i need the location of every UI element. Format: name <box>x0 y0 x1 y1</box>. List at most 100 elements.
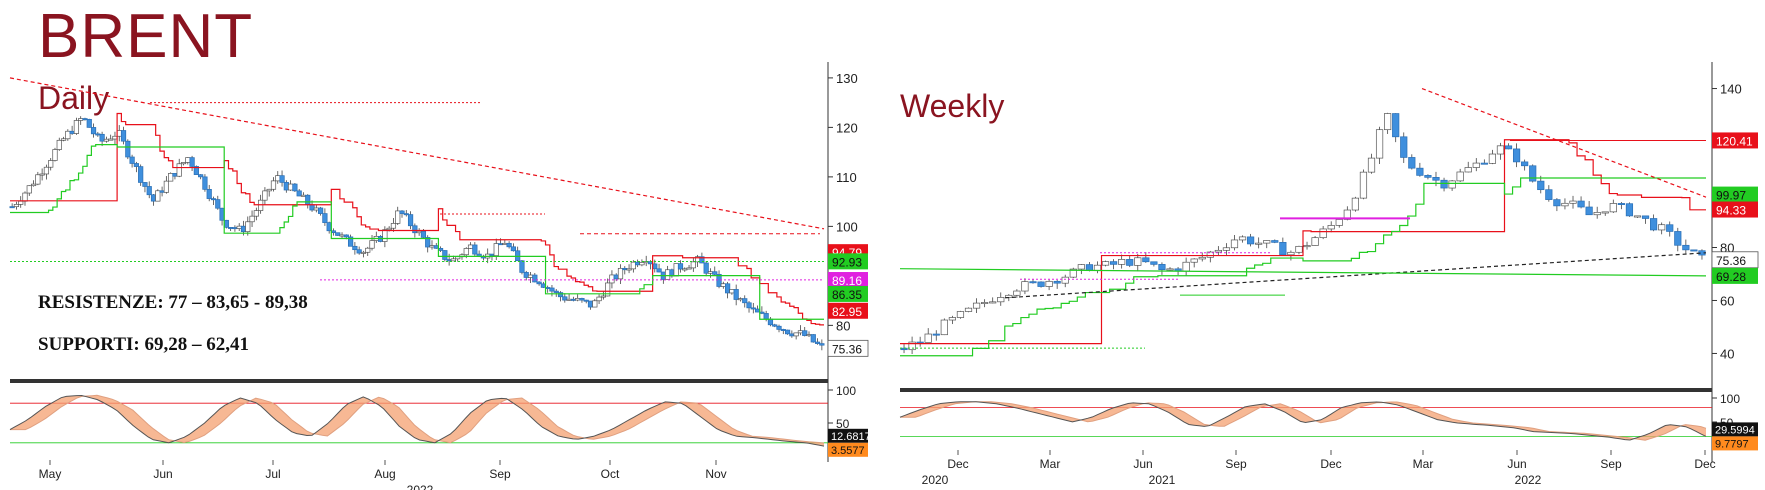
0-candle <box>193 166 199 175</box>
1-y-tick-label: 40 <box>1720 346 1734 361</box>
0-candle <box>189 157 195 167</box>
1-candle <box>1222 247 1231 251</box>
1-candle <box>1367 157 1376 173</box>
1-red-trailing-stop <box>900 139 1706 345</box>
0-y-tick-label: 120 <box>836 120 858 135</box>
1-candle <box>1303 245 1311 248</box>
1-candle <box>1053 280 1061 284</box>
0-x-tick-label: Sep <box>489 467 511 481</box>
0-candle <box>656 268 662 273</box>
1-candle <box>1569 200 1577 204</box>
0-green-trailing-stop <box>10 144 824 320</box>
0-candle <box>635 261 641 266</box>
1-x-tick-label: Dec <box>947 457 968 471</box>
0-osc-label: 12.6817 <box>831 431 871 443</box>
0-candle <box>472 244 478 255</box>
1-candle <box>1327 225 1335 230</box>
1-value-label-box <box>1712 201 1758 218</box>
0-candle <box>592 300 598 308</box>
0-candle <box>626 268 632 271</box>
0-candle <box>527 274 534 278</box>
1-candle <box>964 307 973 312</box>
0-candle <box>806 334 812 337</box>
1-candle <box>1351 197 1359 211</box>
0-candle <box>236 225 242 229</box>
0-candle <box>622 267 628 271</box>
1-osc-d-line <box>900 401 1707 441</box>
0-candle <box>90 127 97 135</box>
1-support-trendline <box>1004 252 1707 299</box>
0-candle <box>296 190 302 197</box>
0-candle <box>99 133 105 142</box>
1-value-label: 120.41 <box>1716 134 1753 148</box>
0-candle <box>309 204 315 211</box>
0-candle <box>168 173 174 182</box>
0-candle <box>69 130 75 134</box>
0-candle <box>686 267 692 270</box>
0-candle <box>305 194 311 205</box>
0-value-label-box <box>828 302 868 319</box>
0-candle <box>699 256 705 264</box>
1-x-tick-label: Dec <box>1694 457 1715 471</box>
1-x-tick-label: Jun <box>1507 457 1526 471</box>
1-candle <box>1384 113 1392 131</box>
0-candle <box>412 225 418 234</box>
0-candle <box>270 180 277 190</box>
1-candle <box>1416 167 1424 176</box>
1-candle <box>1400 136 1408 158</box>
1-x-tick-label: Sep <box>1225 457 1247 471</box>
1-candle <box>1609 203 1617 213</box>
0-candle <box>596 296 602 302</box>
0-value-label-box <box>827 339 869 357</box>
0-candle <box>617 267 624 280</box>
0-candle <box>283 182 289 191</box>
0-x-tick-label: Jul <box>265 467 280 481</box>
0-candle <box>587 300 594 308</box>
0-candle <box>712 271 718 275</box>
0-y-tick-label: 100 <box>836 219 858 234</box>
0-candle <box>22 192 28 202</box>
0-candle <box>266 188 272 192</box>
1-candle <box>1682 244 1690 251</box>
0-candle <box>510 246 516 252</box>
1-candle <box>1126 259 1134 266</box>
1-candle <box>1440 179 1448 189</box>
1-candle <box>948 317 956 321</box>
0-candle <box>793 332 799 337</box>
0-candle <box>138 166 144 183</box>
1-candle <box>1255 242 1263 245</box>
0-osc-d-line <box>10 394 825 444</box>
1-candle <box>1424 175 1432 178</box>
0-candle <box>742 298 748 304</box>
1-x-tick-label: Sep <box>1600 457 1622 471</box>
0-value-label: 86.35 <box>832 288 862 302</box>
0-candle <box>557 292 564 298</box>
1-candle <box>1021 281 1029 292</box>
0-candle <box>467 244 474 249</box>
0-candle <box>395 210 401 224</box>
0-candle <box>73 120 80 134</box>
0-x-tick-label: May <box>39 467 62 481</box>
0-candle <box>300 194 307 197</box>
1-x-tick-label: Mar <box>1040 457 1061 471</box>
0-candle <box>172 173 178 177</box>
0-candle <box>13 204 20 208</box>
0-candle <box>26 185 32 194</box>
0-candle <box>789 333 795 337</box>
1-value-label-box <box>1712 267 1758 284</box>
1-candle <box>1311 237 1319 246</box>
0-candle <box>549 287 555 292</box>
0-candle <box>262 190 268 201</box>
0-candle <box>343 234 349 238</box>
0-candle <box>185 157 191 163</box>
1-candle <box>1271 240 1279 243</box>
0-candle <box>390 223 397 229</box>
0-value-label: 75.36 <box>832 342 862 356</box>
0-candle <box>463 248 469 256</box>
1-x-tick-label: Mar <box>1413 457 1434 471</box>
1-candle <box>1198 256 1206 260</box>
support-note: SUPPORTI: 69,28 – 62,41 <box>38 334 249 355</box>
0-candle <box>103 138 109 142</box>
1-osc-fill <box>900 401 1706 441</box>
0-candle <box>725 283 731 294</box>
